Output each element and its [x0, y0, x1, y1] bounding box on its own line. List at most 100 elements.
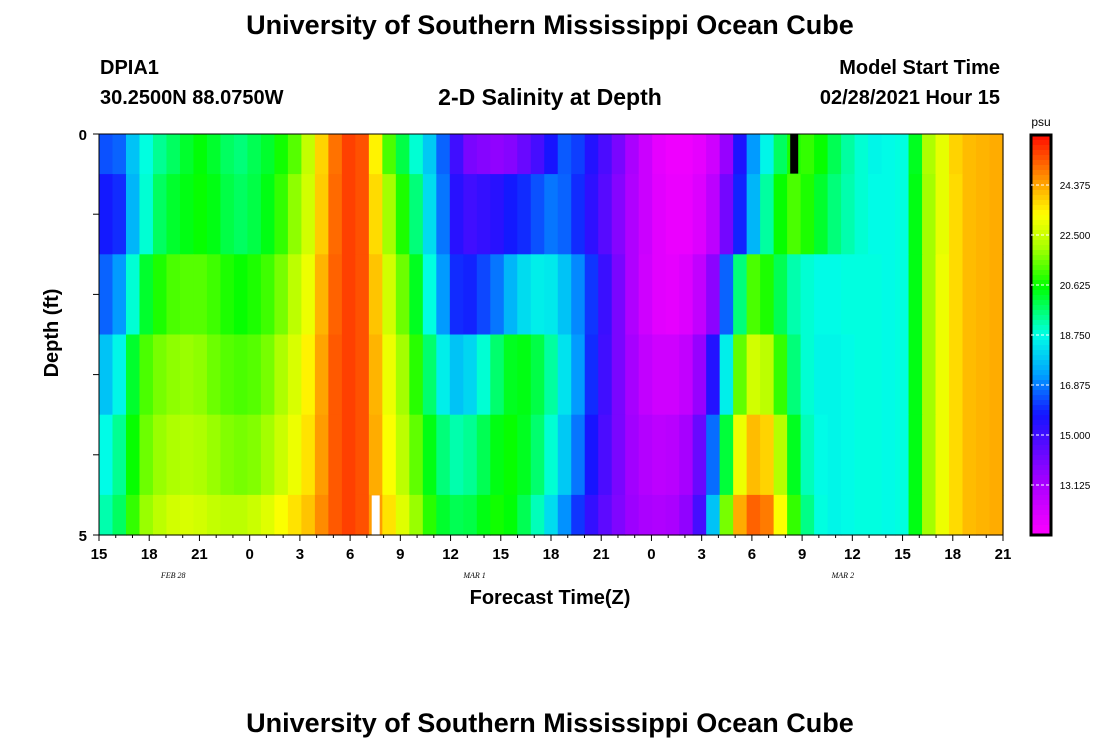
heatmap-cell	[382, 494, 397, 536]
heatmap-cell	[895, 134, 910, 175]
heatmap-cell	[706, 494, 721, 536]
heatmap-cell	[166, 174, 181, 255]
heatmap-cell	[611, 334, 626, 416]
colorbar-segment	[1031, 495, 1051, 501]
heatmap-cell	[179, 414, 195, 496]
heatmap-cell	[584, 334, 599, 416]
colorbar-segment	[1031, 175, 1051, 181]
heatmap-cell	[800, 334, 815, 416]
heatmap-cell	[341, 334, 356, 416]
heatmap-cell	[571, 254, 586, 336]
colorbar-segment	[1031, 475, 1051, 481]
station-id: DPIA1	[100, 57, 159, 79]
y-axis: 05	[79, 127, 99, 545]
heatmap-cell	[287, 254, 302, 336]
heatmap-cell	[409, 134, 424, 175]
colorbar-segment	[1031, 520, 1051, 526]
colorbar-segment	[1031, 470, 1051, 476]
colorbar-segment	[1031, 150, 1051, 156]
heatmap-cell	[949, 334, 964, 416]
colorbar-segment	[1031, 420, 1051, 426]
heatmap-cell	[314, 134, 329, 175]
heatmap-cell	[733, 494, 748, 536]
colorbar-segment	[1031, 240, 1051, 246]
heatmap-cell	[881, 174, 896, 255]
heatmap-cell	[328, 334, 343, 416]
heatmap-cell	[922, 334, 937, 416]
heatmap-cell	[733, 254, 748, 336]
heatmap-cell	[409, 494, 424, 536]
heatmap-cell	[395, 334, 410, 416]
heatmap-cell	[895, 494, 910, 536]
heatmap-cell	[247, 254, 262, 336]
heatmap-cell	[854, 414, 869, 496]
heatmap-cell	[328, 174, 343, 255]
heatmap-cell	[139, 174, 154, 255]
heatmap-cell	[854, 494, 869, 536]
heatmap-cell	[382, 334, 397, 416]
heatmap-cell	[746, 494, 761, 536]
heatmap-cell	[949, 494, 964, 536]
heatmap-cell	[476, 334, 491, 416]
heatmap-cell	[287, 414, 302, 496]
heatmap-cell	[409, 174, 424, 255]
x-date-label: MAR 2	[831, 571, 854, 580]
heatmap-cell	[922, 174, 937, 255]
heatmap-cell	[530, 414, 545, 496]
colorbar-segment	[1031, 530, 1051, 536]
colorbar-segment	[1031, 400, 1051, 406]
heatmap-cell	[112, 134, 127, 175]
heatmap-cell	[949, 414, 964, 496]
heatmap-cell	[827, 414, 842, 496]
heatmap-cell	[395, 134, 410, 175]
heatmap-cell	[908, 174, 923, 255]
heatmap-cell	[611, 254, 626, 336]
x-tick-label: 15	[91, 546, 108, 563]
heatmap-cell	[166, 494, 181, 536]
heatmap-cell	[112, 414, 127, 496]
heatmap-cell	[557, 174, 572, 255]
heatmap-cell	[733, 174, 748, 255]
heatmap-cell	[935, 494, 950, 536]
heatmap-cell	[692, 334, 707, 416]
heatmap-cell	[706, 254, 721, 336]
colorbar-segment	[1031, 515, 1051, 521]
heatmap-cell	[274, 414, 289, 496]
heatmap-cell	[328, 254, 343, 336]
heatmap-cell	[355, 254, 370, 336]
y-axis-label: Depth (ft)	[41, 289, 63, 378]
heatmap-cell	[841, 414, 856, 496]
colorbar-segment	[1031, 330, 1051, 336]
heatmap-cell	[206, 174, 222, 255]
heatmap-cell	[341, 134, 356, 175]
heatmap-cell	[179, 134, 195, 175]
heatmap-cell	[652, 414, 667, 496]
heatmap-cell	[260, 334, 275, 416]
heatmap-cell	[152, 174, 168, 255]
heatmap-cell	[787, 174, 802, 255]
heatmap-cell	[139, 414, 154, 496]
heatmap-cell	[584, 254, 599, 336]
heatmap-cell	[733, 414, 748, 496]
heatmap-cell	[368, 134, 383, 175]
heatmap-cell	[962, 414, 977, 496]
heatmap-cell	[490, 334, 505, 416]
heatmap-cell	[868, 494, 883, 536]
x-tick-label: 0	[647, 546, 655, 563]
heatmap-cell	[868, 134, 883, 175]
heatmap-cell	[517, 494, 532, 536]
heatmap-cell	[530, 134, 545, 175]
heatmap-cell	[935, 134, 950, 175]
heatmap-cell	[274, 174, 289, 255]
colorbar-segment	[1031, 325, 1051, 331]
colorbar-segment	[1031, 235, 1051, 241]
heatmap-cell	[544, 414, 559, 496]
colorbar-segment	[1031, 365, 1051, 371]
heatmap-cell	[949, 174, 964, 255]
heatmap-cell	[598, 174, 613, 255]
heatmap-cell	[328, 414, 343, 496]
heatmap-cell	[395, 174, 410, 255]
heatmap-cell	[638, 414, 653, 496]
heatmap-cell	[935, 414, 950, 496]
heatmap-cell	[476, 254, 491, 336]
